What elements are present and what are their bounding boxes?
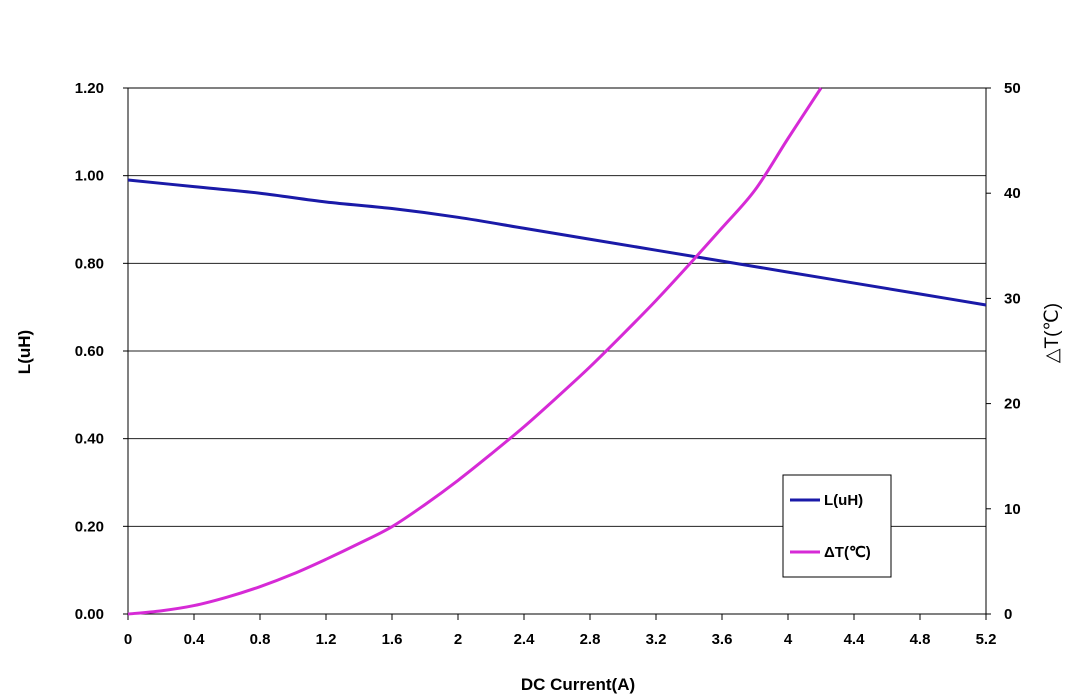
y2-axis-ticks: 0 10 20 30 40 50 <box>986 80 1021 623</box>
x-tick-label-4: 1.6 <box>382 631 403 648</box>
y2-tick-label-4: 40 <box>1004 185 1021 202</box>
x-tick-label-3: 1.2 <box>316 631 337 648</box>
y-tick-label-3: 0.60 <box>75 343 104 360</box>
y2-axis-title: △T(℃) <box>1042 303 1063 363</box>
legend-label-inductance: L(uH) <box>824 492 863 509</box>
x-axis-title: DC Current(A) <box>521 675 635 694</box>
y-tick-label-1: 0.20 <box>75 518 104 535</box>
y2-tick-label-1: 10 <box>1004 501 1021 518</box>
x-tick-label-5: 2 <box>454 631 462 648</box>
y2-tick-label-5: 50 <box>1004 80 1021 97</box>
y2-tick-label-0: 0 <box>1004 606 1012 623</box>
y-axis-title: L(uH) <box>15 330 34 374</box>
y-tick-label-4: 0.80 <box>75 255 104 272</box>
x-tick-label-11: 4.4 <box>844 631 866 648</box>
x-tick-label-12: 4.8 <box>910 631 931 648</box>
x-tick-label-2: 0.8 <box>250 631 271 648</box>
x-tick-label-8: 3.2 <box>646 631 667 648</box>
legend-box <box>782 474 892 578</box>
series-lines <box>127 87 987 616</box>
y2-tick-label-2: 20 <box>1004 396 1021 413</box>
inductance-line <box>127 178 987 307</box>
x-tick-label-9: 3.6 <box>712 631 733 648</box>
x-tick-label-7: 2.8 <box>580 631 601 648</box>
y-axis-ticks: 0.00 0.20 0.40 0.60 0.80 1.00 1.20 <box>75 80 128 623</box>
legend: L(uH) ΔT(℃) <box>782 474 892 578</box>
x-tick-label-13: 5.2 <box>976 631 997 648</box>
x-tick-label-1: 0.4 <box>184 631 206 648</box>
x-tick-label-10: 4 <box>784 631 793 648</box>
legend-label-temperature-rise: ΔT(℃) <box>824 544 871 561</box>
x-axis-ticks: 0 0.4 0.8 1.2 1.6 2 2.4 2.8 3.2 3.6 4 4.4 4.8 5.2 <box>124 614 997 648</box>
y2-tick-label-3: 30 <box>1004 290 1021 307</box>
y-tick-label-0: 0.00 <box>75 606 104 623</box>
y-tick-label-2: 0.40 <box>75 431 104 448</box>
y-tick-label-5: 1.00 <box>75 168 104 185</box>
x-tick-label-6: 2.4 <box>514 631 536 648</box>
y-tick-label-6: 1.20 <box>75 80 104 97</box>
temperature-rise-line <box>127 87 823 616</box>
x-tick-label-0: 0 <box>124 631 132 648</box>
